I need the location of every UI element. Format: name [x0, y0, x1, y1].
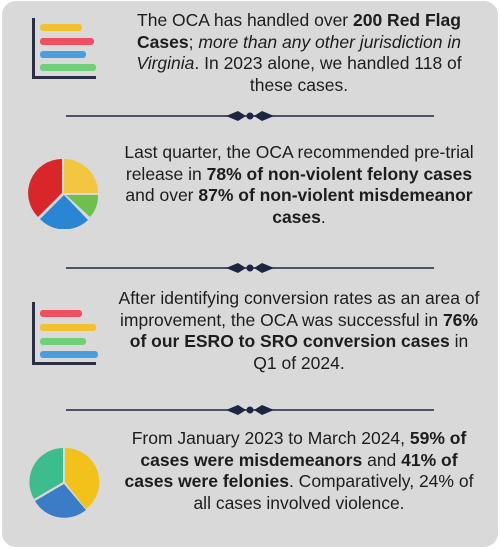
highlight-text: 59% of cases were misdemeanors: [140, 428, 467, 470]
conversion-rates-text: After identifying conversion rates as an…: [118, 288, 480, 374]
highlight-text: 41% of cases were felonies: [124, 449, 458, 492]
red-flag-cases-text: The OCA has handled over 200 Red Flag Ca…: [118, 10, 480, 96]
body-text: and: [362, 449, 402, 470]
body-text: .: [320, 206, 326, 227]
section-divider: [66, 405, 434, 415]
body-text: After identifying conversion rates as an…: [118, 288, 480, 330]
highlight-text: 87% of non-violent misdemeanor cases: [198, 185, 473, 227]
bar-chart-icon: [32, 18, 96, 79]
bar-chart-icon: [32, 302, 98, 365]
highlight-text: 78% of non-violent felony cases: [206, 163, 473, 184]
emphasis-text: more than any other jurisdiction in Virg…: [136, 31, 461, 74]
body-text: . In 2023 alone, we handled 118 of these…: [194, 53, 462, 95]
body-text: Last quarter, the OCA recommended pre-tr…: [124, 142, 474, 184]
pie-chart-icon: [28, 159, 99, 229]
body-text: . Comparatively, 24% of all cases involv…: [193, 471, 474, 513]
body-text: and over: [125, 185, 199, 205]
case-breakdown-text: From January 2023 to March 2024, 59% of …: [118, 428, 480, 514]
body-text: The OCA has handled over: [137, 10, 353, 30]
body-text: ;: [188, 31, 199, 52]
section-divider: [66, 263, 434, 273]
highlight-text: 76% of our ESRO to SRO conversion cases: [129, 309, 478, 352]
pie-chart-icon: [29, 447, 100, 518]
section-divider: [66, 111, 434, 121]
pretrial-release-text: Last quarter, the OCA recommended pre-tr…: [118, 142, 480, 228]
highlight-text: 200 Red Flag Cases: [137, 10, 461, 52]
body-text: From January 2023 to March 2024,: [131, 428, 410, 448]
body-text: in Q1 of 2024.: [253, 331, 469, 373]
